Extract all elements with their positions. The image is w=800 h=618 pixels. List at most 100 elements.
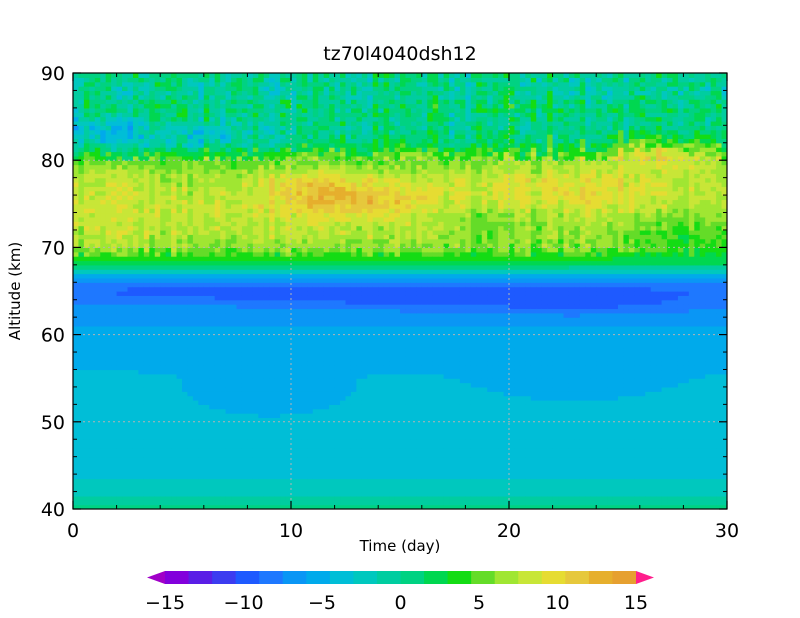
heatmap-cell — [296, 386, 303, 392]
heatmap-cell — [296, 352, 303, 357]
heatmap-cell — [198, 378, 205, 384]
heatmap-cell — [323, 482, 330, 488]
heatmap-cell — [247, 391, 254, 397]
heatmap-cell — [340, 404, 347, 410]
heatmap-cell — [171, 286, 178, 292]
heatmap-cell — [214, 299, 221, 305]
heatmap-cell — [209, 395, 216, 401]
heatmap-cell — [312, 469, 319, 475]
heatmap-cell — [269, 212, 276, 218]
heatmap-cell — [280, 417, 287, 423]
heatmap-cell — [165, 382, 172, 388]
heatmap-cell — [323, 142, 330, 148]
heatmap-cell — [280, 186, 287, 192]
heatmap-cell — [209, 474, 216, 480]
heatmap-cell — [83, 155, 90, 161]
heatmap-cell — [138, 426, 145, 432]
heatmap-cell — [182, 304, 189, 310]
heatmap-cell — [323, 373, 330, 379]
heatmap-cell — [165, 443, 172, 449]
heatmap-cell — [105, 107, 112, 113]
heatmap-cell — [176, 273, 183, 279]
heatmap-cell — [111, 243, 118, 248]
heatmap-cell — [203, 439, 210, 445]
heatmap-cell — [323, 395, 330, 401]
heatmap-cell — [274, 395, 281, 401]
heatmap-cell — [203, 338, 210, 344]
heatmap-cell — [143, 343, 150, 349]
heatmap-cell — [138, 395, 145, 401]
heatmap-cell — [209, 151, 216, 157]
heatmap-cell — [209, 147, 216, 153]
heatmap-cell — [274, 439, 281, 445]
heatmap-cell — [231, 430, 238, 436]
heatmap-cell — [192, 482, 199, 488]
heatmap-cell — [100, 456, 107, 462]
heatmap-cell — [269, 360, 276, 366]
heatmap-cell — [312, 378, 319, 384]
heatmap-cell — [138, 116, 145, 122]
heatmap-cell — [149, 304, 156, 310]
heatmap-cell — [280, 173, 287, 179]
heatmap-cell — [241, 487, 248, 493]
heatmap-cell — [192, 286, 199, 292]
heatmap-cell — [122, 439, 129, 445]
heatmap-cell — [241, 247, 248, 253]
heatmap-cell — [100, 408, 107, 414]
heatmap-cell — [307, 73, 314, 78]
heatmap-cell — [73, 495, 80, 501]
heatmap-cell — [209, 317, 216, 323]
heatmap-cell — [171, 269, 178, 275]
heatmap-cell — [236, 186, 243, 192]
heatmap-cell — [171, 247, 178, 253]
heatmap-cell — [231, 208, 238, 214]
heatmap-cell — [171, 168, 178, 174]
heatmap-cell — [307, 107, 314, 113]
heatmap-cell — [247, 190, 254, 196]
heatmap-cell — [182, 325, 189, 331]
heatmap-cell — [149, 155, 156, 161]
heatmap-cell — [323, 478, 330, 484]
heatmap-cell — [231, 487, 238, 493]
heatmap-cell — [209, 256, 216, 262]
heatmap-cell — [83, 304, 90, 310]
heatmap-cell — [83, 400, 90, 405]
heatmap-cell — [122, 81, 129, 87]
heatmap-cell — [182, 273, 189, 279]
heatmap-cell — [176, 168, 183, 174]
heatmap-cell — [329, 112, 336, 118]
heatmap-cell — [138, 81, 145, 87]
heatmap-cell — [236, 103, 243, 109]
heatmap-cell — [225, 343, 232, 349]
heatmap-cell — [334, 134, 341, 139]
heatmap-cell — [160, 264, 167, 270]
heatmap-cell — [122, 73, 129, 78]
heatmap-cell — [182, 291, 189, 296]
heatmap-cell — [285, 382, 292, 388]
heatmap-cell — [291, 286, 298, 292]
heatmap-cell — [209, 334, 216, 340]
heatmap-cell — [154, 461, 161, 466]
heatmap-cell — [149, 90, 156, 96]
heatmap-cell — [171, 177, 178, 183]
heatmap-cell — [296, 439, 303, 445]
heatmap-cell — [149, 426, 156, 432]
heatmap-cell — [236, 482, 243, 488]
heatmap-cell — [198, 308, 205, 314]
heatmap-cell — [127, 234, 134, 240]
heatmap-cell — [241, 277, 248, 283]
heatmap-cell — [138, 208, 145, 214]
heatmap-cell — [111, 325, 118, 331]
heatmap-cell — [318, 461, 325, 466]
heatmap-cell — [241, 116, 248, 122]
heatmap-cell — [214, 343, 221, 349]
heatmap-cell — [280, 120, 287, 126]
heatmap-cell — [312, 443, 319, 449]
heatmap-cell — [340, 491, 347, 497]
heatmap-cell — [111, 160, 118, 166]
heatmap-cell — [176, 77, 183, 83]
heatmap-cell — [263, 182, 270, 187]
heatmap-cell — [334, 386, 341, 392]
heatmap-cell — [241, 195, 248, 201]
heatmap-cell — [307, 308, 314, 314]
